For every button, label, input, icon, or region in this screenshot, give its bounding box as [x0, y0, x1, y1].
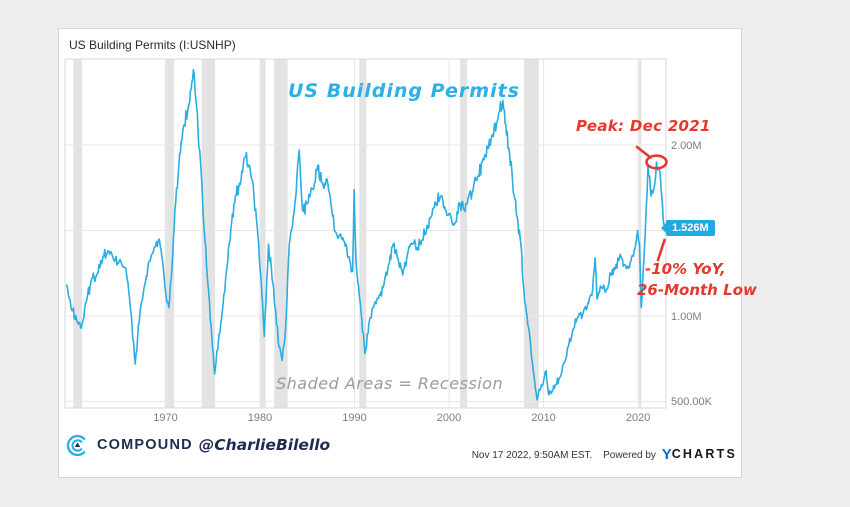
y-tick-label: 2.00M — [671, 139, 702, 152]
x-tick-label: 1980 — [247, 412, 273, 424]
yoy-arrow — [656, 238, 666, 262]
attribution-footer: Nov 17 2022, 9:50AM EST. Powered by YCHA… — [400, 446, 737, 463]
brand-footer: COMPOUND @CharlieBilello — [64, 430, 330, 460]
x-tick-label: 2000 — [436, 412, 462, 424]
last-value-badge: 1.526M — [661, 220, 715, 236]
y-tick-label: 1.00M — [671, 310, 702, 323]
brand-name: COMPOUND — [97, 437, 193, 453]
x-tick-label: 1970 — [153, 412, 178, 424]
inline-chart-heading: US Building Permits — [288, 80, 520, 102]
ycharts-logo-y: Y — [661, 446, 672, 463]
powered-by-label: Powered by — [603, 450, 656, 461]
peak-circle — [645, 154, 668, 170]
recession-legend-note: Shaded Areas = Recession — [276, 374, 504, 393]
compound-logo-icon — [66, 434, 86, 456]
y-tick-label: 500.00K — [671, 396, 712, 408]
yoy-annotation-line1: -10% YoY, — [645, 260, 726, 278]
peak-arrow — [635, 145, 652, 159]
timestamp: Nov 17 2022, 9:50AM EST. — [471, 450, 593, 461]
plot-grid-and-recession-bands — [64, 58, 667, 409]
x-tick-label: 2020 — [625, 412, 651, 424]
author-handle: @CharlieBilello — [198, 436, 331, 454]
permits-line-series — [65, 69, 666, 401]
yoy-annotation-line2: 26-Month Low — [637, 281, 757, 299]
yoy-annotation: -10% YoY, 26-Month Low — [637, 259, 757, 301]
red-annotation-marks — [635, 145, 668, 262]
x-tick-label: 2010 — [531, 412, 556, 424]
x-tick-label: 1990 — [342, 412, 367, 424]
peak-annotation: Peak: Dec 2021 — [576, 117, 711, 135]
chart-title: US Building Permits (I:USNHP) — [69, 38, 236, 52]
ycharts-logo-text: CHARTS — [671, 447, 737, 461]
